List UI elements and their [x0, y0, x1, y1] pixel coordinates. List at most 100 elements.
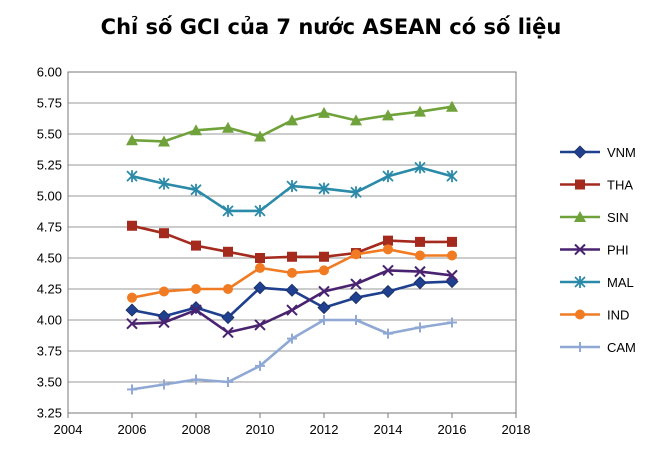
data-point — [158, 135, 170, 147]
data-point — [287, 333, 297, 344]
x-tick-label: 2006 — [118, 422, 147, 437]
axes — [67, 71, 517, 418]
data-point — [381, 284, 395, 299]
data-point — [382, 109, 394, 121]
data-point — [159, 228, 169, 239]
data-point — [255, 253, 265, 263]
data-point — [287, 267, 297, 278]
data-point — [159, 379, 169, 390]
legend-item-cam: CAM — [560, 340, 636, 355]
legend: VNM THA SIN PHI MAL IND CAM — [560, 145, 636, 355]
data-point — [222, 326, 234, 339]
data-point — [126, 318, 138, 330]
data-point — [223, 246, 233, 257]
data-point — [415, 250, 425, 261]
data-point — [382, 170, 394, 183]
y-tick-label: 5.00 — [37, 189, 62, 204]
data-point — [222, 121, 234, 133]
legend-label: MAL — [607, 275, 634, 290]
data-point — [223, 284, 233, 294]
data-point — [319, 315, 329, 325]
legend-item-sin: SIN — [560, 210, 629, 225]
data-point — [351, 249, 361, 260]
data-point — [190, 304, 202, 316]
data-point — [383, 328, 393, 339]
data-point — [158, 316, 170, 329]
data-point — [414, 105, 426, 117]
data-point — [255, 360, 265, 371]
data-point — [383, 235, 393, 246]
data-point — [414, 161, 426, 174]
y-tick-label: 4.50 — [37, 251, 62, 266]
y-tick-label: 4.75 — [37, 220, 62, 235]
data-point — [574, 243, 586, 256]
data-point — [222, 204, 234, 217]
data-point — [127, 220, 137, 231]
series-line-phi — [131, 269, 453, 334]
data-point — [350, 114, 362, 126]
series-ind — [127, 244, 457, 303]
data-point — [317, 301, 331, 315]
data-point — [190, 183, 202, 196]
legend-item-tha: THA — [560, 178, 633, 193]
data-point — [575, 342, 585, 352]
data-point — [286, 114, 298, 126]
y-tick-label: 5.25 — [37, 158, 62, 173]
series-line-cam — [131, 318, 453, 391]
series-phi — [126, 264, 458, 339]
data-point — [127, 384, 137, 395]
data-point — [287, 251, 297, 262]
data-point — [126, 170, 138, 183]
data-point — [191, 374, 201, 385]
data-point — [318, 106, 330, 118]
data-point — [254, 204, 266, 217]
x-tick-label: 2010 — [246, 422, 275, 437]
x-tick-label: 2012 — [310, 422, 339, 437]
legend-item-vnm: VNM — [560, 145, 636, 160]
legend-label: PHI — [607, 243, 629, 258]
data-point — [254, 130, 266, 142]
y-tick-label: 5.50 — [37, 127, 62, 142]
data-point — [286, 180, 298, 193]
x-tick-label: 2016 — [438, 422, 467, 437]
data-point — [318, 182, 330, 195]
y-tick-label: 4.00 — [37, 313, 62, 328]
legend-label: THA — [607, 178, 633, 193]
data-point — [318, 285, 330, 298]
data-point — [350, 186, 362, 199]
data-point — [382, 264, 394, 277]
data-point — [446, 100, 458, 112]
series-vnm — [125, 274, 459, 325]
y-tick-label: 6.00 — [37, 65, 62, 80]
data-point — [255, 262, 265, 273]
legend-label: VNM — [607, 145, 636, 160]
y-tick-label: 3.75 — [37, 344, 62, 359]
data-point — [126, 134, 138, 146]
data-point — [319, 251, 329, 262]
data-point — [575, 179, 585, 190]
y-tick-label: 3.25 — [37, 406, 62, 421]
data-point — [253, 281, 267, 295]
data-point — [350, 278, 362, 290]
data-point — [158, 177, 170, 190]
series-cam — [127, 315, 457, 395]
data-point — [351, 315, 361, 325]
x-tick-labels: 2004 2006 2008 2010 2012 2014 2016 2018 — [54, 422, 531, 437]
data-point — [413, 276, 427, 290]
plot-area-frame — [67, 71, 517, 414]
data-point — [446, 170, 458, 183]
legend-label: IND — [607, 308, 629, 323]
legend-item-phi: PHI — [560, 243, 629, 258]
y-tick-label: 4.25 — [37, 282, 62, 297]
series-sin — [126, 100, 458, 147]
data-point — [447, 250, 457, 261]
x-tick-label: 2004 — [54, 422, 83, 437]
legend-item-ind: IND — [560, 308, 629, 323]
data-point — [573, 145, 587, 159]
data-point — [191, 240, 201, 251]
y-tick-label: 3.50 — [37, 375, 62, 390]
data-point — [285, 283, 299, 297]
legend-label: CAM — [607, 340, 636, 355]
data-point — [415, 322, 425, 333]
